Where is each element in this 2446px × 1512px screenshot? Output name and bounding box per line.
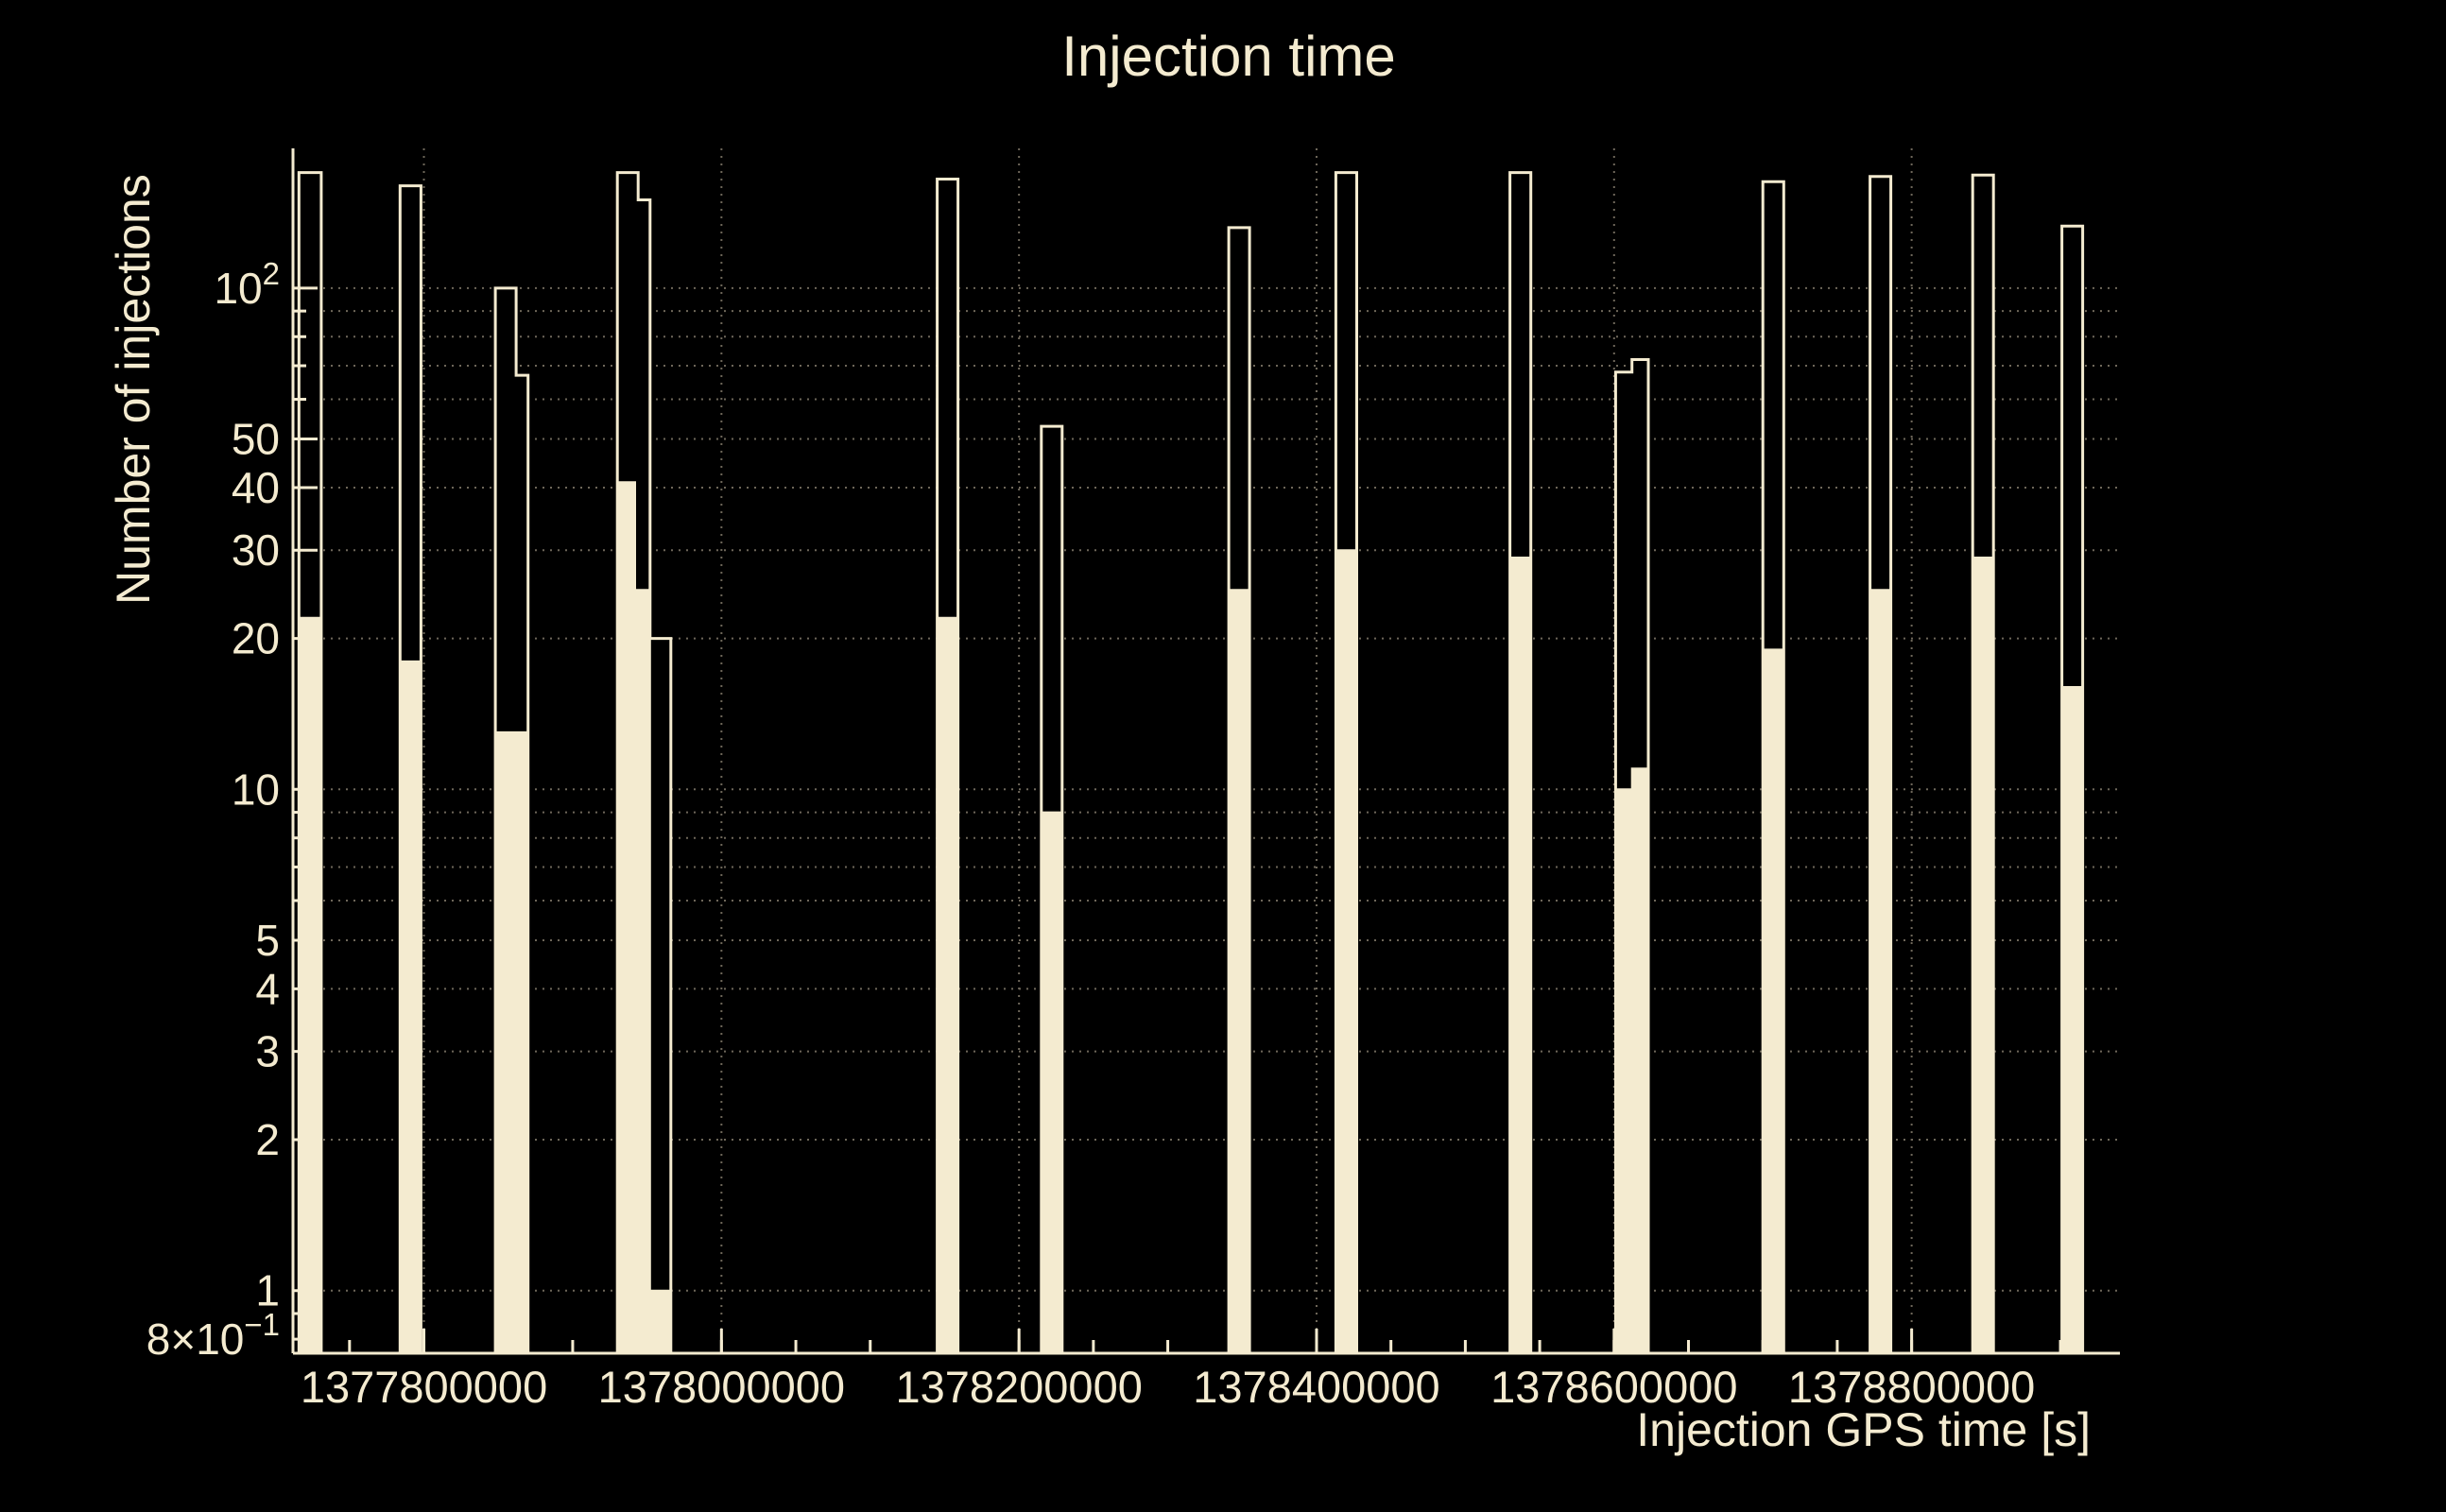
y-tick-label: 1 [255, 1266, 280, 1315]
histogram-bar-filled [1869, 589, 1892, 1354]
x-tick-label: 1378200000 [895, 1362, 1142, 1412]
histogram-bar-filled [2060, 686, 2084, 1354]
histogram-bar-filled [494, 730, 529, 1354]
y-tick-label: 10 [232, 765, 280, 814]
chart-title: Injection time [1061, 25, 1396, 88]
bars-layer [297, 171, 2085, 1354]
histogram-bar-filled [298, 616, 322, 1354]
x-tick-label: 1377800000 [301, 1362, 547, 1412]
x-tick-label: 1378600000 [1490, 1362, 1737, 1412]
x-tick-label: 1378400000 [1193, 1362, 1439, 1412]
y-tick-label: 20 [232, 614, 280, 663]
histogram-bar-filled [936, 616, 959, 1354]
histogram-bar-filled [1972, 557, 1995, 1354]
y-tick-label: 5 [255, 916, 280, 965]
histogram-bar-filled [1762, 648, 1785, 1354]
histogram-bar-filled [1040, 811, 1063, 1354]
x-tick-label: 1378800000 [1788, 1362, 2035, 1412]
histogram-bar-filled [1614, 767, 1649, 1354]
y-tick-label: 102 [214, 256, 280, 313]
x-axis-title: Injection GPS time [s] [1636, 1403, 2091, 1456]
y-axis-title: Number of injections [107, 174, 160, 605]
axes-layer [291, 148, 2120, 1355]
histogram-bar-filled [1508, 557, 1532, 1354]
y-tick-label: 50 [232, 415, 280, 464]
y-tick-label: 8×10−1 [146, 1307, 280, 1364]
y-tick-label: 30 [232, 525, 280, 575]
histogram-bar-filled [616, 481, 672, 1354]
histogram-bar-filled [399, 660, 422, 1354]
y-tick-label: 3 [255, 1027, 280, 1076]
y-tick-label: 4 [255, 964, 280, 1013]
grid-layer [293, 148, 2120, 1353]
y-tick-label: 2 [255, 1115, 280, 1164]
histogram-bar-filled [1335, 549, 1358, 1354]
y-tick-label: 40 [232, 463, 280, 512]
histogram-bar-filled [1228, 589, 1251, 1354]
x-tick-label: 1378000000 [598, 1362, 845, 1412]
